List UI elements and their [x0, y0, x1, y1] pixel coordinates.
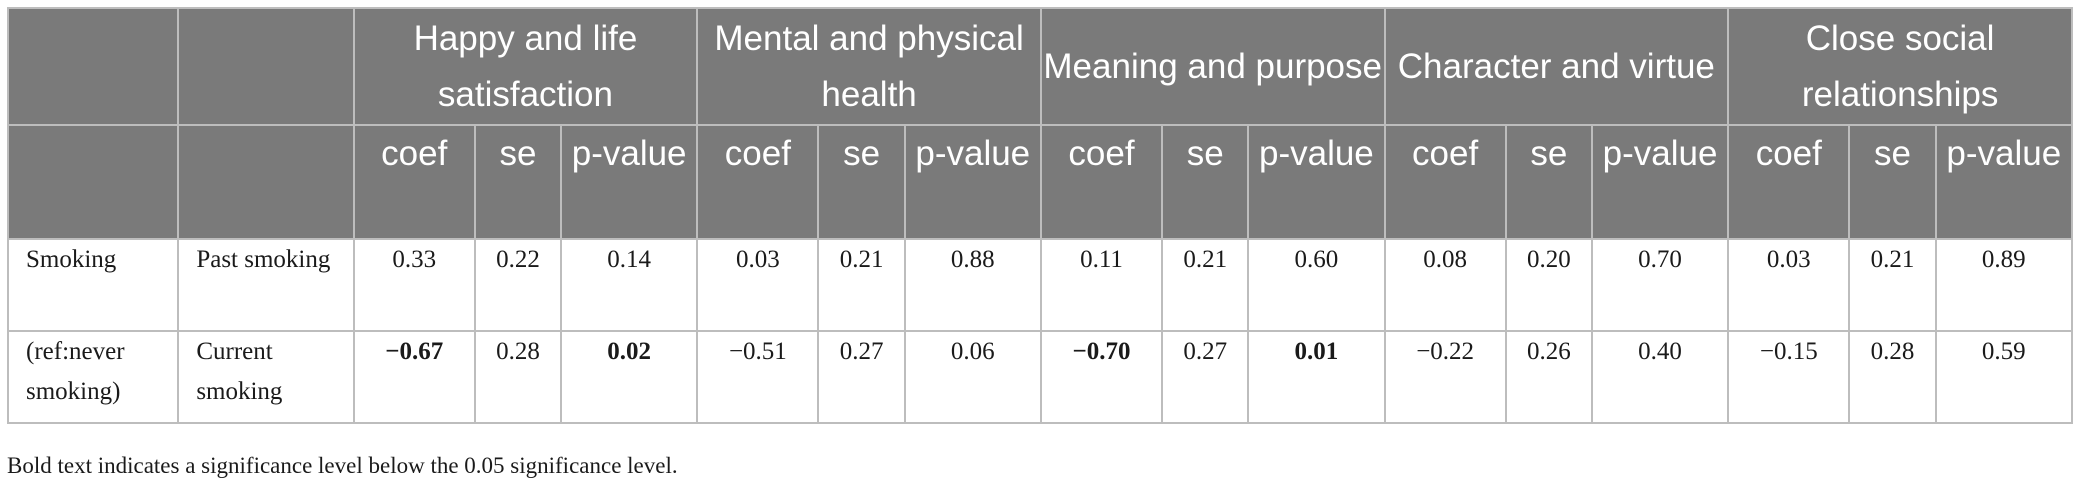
coef-cell: 0.03 — [1727, 238, 1851, 332]
coef-header: coef — [696, 124, 820, 240]
coef-header: coef — [1383, 124, 1507, 240]
pvalue-cell: 0.40 — [1590, 330, 1730, 424]
se-header: se — [1161, 124, 1250, 240]
se-header: se — [1848, 124, 1937, 240]
se-cell: 0.21 — [1161, 238, 1250, 332]
coef-cell: 0.33 — [352, 238, 476, 332]
pvalue-header: p-value — [1934, 124, 2074, 240]
coef-cell: −0.70 — [1039, 330, 1164, 424]
se-cell: 0.26 — [1504, 330, 1593, 424]
se-cell: 0.27 — [817, 330, 906, 424]
coef-cell: −0.15 — [1727, 330, 1851, 424]
pvalue-header: p-value — [903, 124, 1042, 240]
pvalue-cell: 0.60 — [1247, 238, 1386, 332]
coef-cell: −0.51 — [696, 330, 820, 424]
coef-header: coef — [1727, 124, 1851, 240]
pvalue-cell: 0.88 — [903, 238, 1042, 332]
row-group-label: (ref:never smoking) — [6, 330, 180, 424]
results-table: Happy and life satisfaction Mental and p… — [6, 7, 2074, 424]
pvalue-header: p-value — [1247, 124, 1386, 240]
group-header-row: Happy and life satisfaction Mental and p… — [6, 7, 2073, 126]
group-header-character: Character and virtue — [1383, 7, 1730, 126]
pvalue-cell: 0.59 — [1934, 330, 2074, 424]
se-cell: 0.21 — [1848, 238, 1937, 332]
coef-cell: 0.11 — [1039, 238, 1164, 332]
group-header-meaning: Meaning and purpose — [1039, 7, 1386, 126]
coef-header: coef — [1039, 124, 1164, 240]
pvalue-cell: 0.70 — [1590, 238, 1730, 332]
corner-cell — [6, 7, 180, 126]
row-category-label: Past smoking — [177, 238, 355, 332]
se-header: se — [1504, 124, 1593, 240]
se-cell: 0.28 — [1848, 330, 1937, 424]
se-cell: 0.28 — [473, 330, 563, 424]
se-header: se — [817, 124, 906, 240]
pvalue-header: p-value — [1590, 124, 1730, 240]
coef-cell: −0.67 — [352, 330, 476, 424]
pvalue-cell: 0.89 — [1934, 238, 2074, 332]
corner-cell — [6, 124, 180, 240]
corner-cell — [177, 124, 355, 240]
pvalue-cell: 0.02 — [560, 330, 699, 424]
table-header: Happy and life satisfaction Mental and p… — [6, 7, 2074, 240]
row-group-label: Smoking — [6, 238, 180, 332]
group-header-health: Mental and physical health — [696, 7, 1042, 126]
coef-cell: −0.22 — [1383, 330, 1507, 424]
pvalue-cell: 0.06 — [903, 330, 1042, 424]
se-cell: 0.21 — [817, 238, 906, 332]
se-cell: 0.22 — [473, 238, 563, 332]
coef-cell: 0.08 — [1383, 238, 1507, 332]
pvalue-header: p-value — [560, 124, 699, 240]
group-header-happiness: Happy and life satisfaction — [352, 7, 699, 126]
group-header-relationships: Close social relationships — [1727, 7, 2073, 126]
table-row: Smoking Past smoking 0.33 0.22 0.14 0.03 0.21 0… — [6, 238, 2074, 332]
row-category-label: Current smoking — [177, 330, 355, 424]
coef-cell: 0.03 — [696, 238, 820, 332]
table-body: Smoking Past smoking 0.33 0.22 0.14 0.03 0.21 0… — [6, 238, 2074, 424]
corner-cell — [177, 7, 355, 126]
table-row: (ref:never smoking) Current smoking −0.67 0… — [6, 330, 2074, 424]
coef-header: coef — [352, 124, 476, 240]
pvalue-cell: 0.01 — [1247, 330, 1386, 424]
se-header: se — [473, 124, 563, 240]
pvalue-cell: 0.14 — [560, 238, 699, 332]
se-cell: 0.20 — [1504, 238, 1593, 332]
table-footnote: Bold text indicates a significance level… — [7, 453, 678, 478]
sub-header-row: coef se p-value coef se p-value coef se … — [6, 124, 2074, 240]
se-cell: 0.27 — [1161, 330, 1250, 424]
